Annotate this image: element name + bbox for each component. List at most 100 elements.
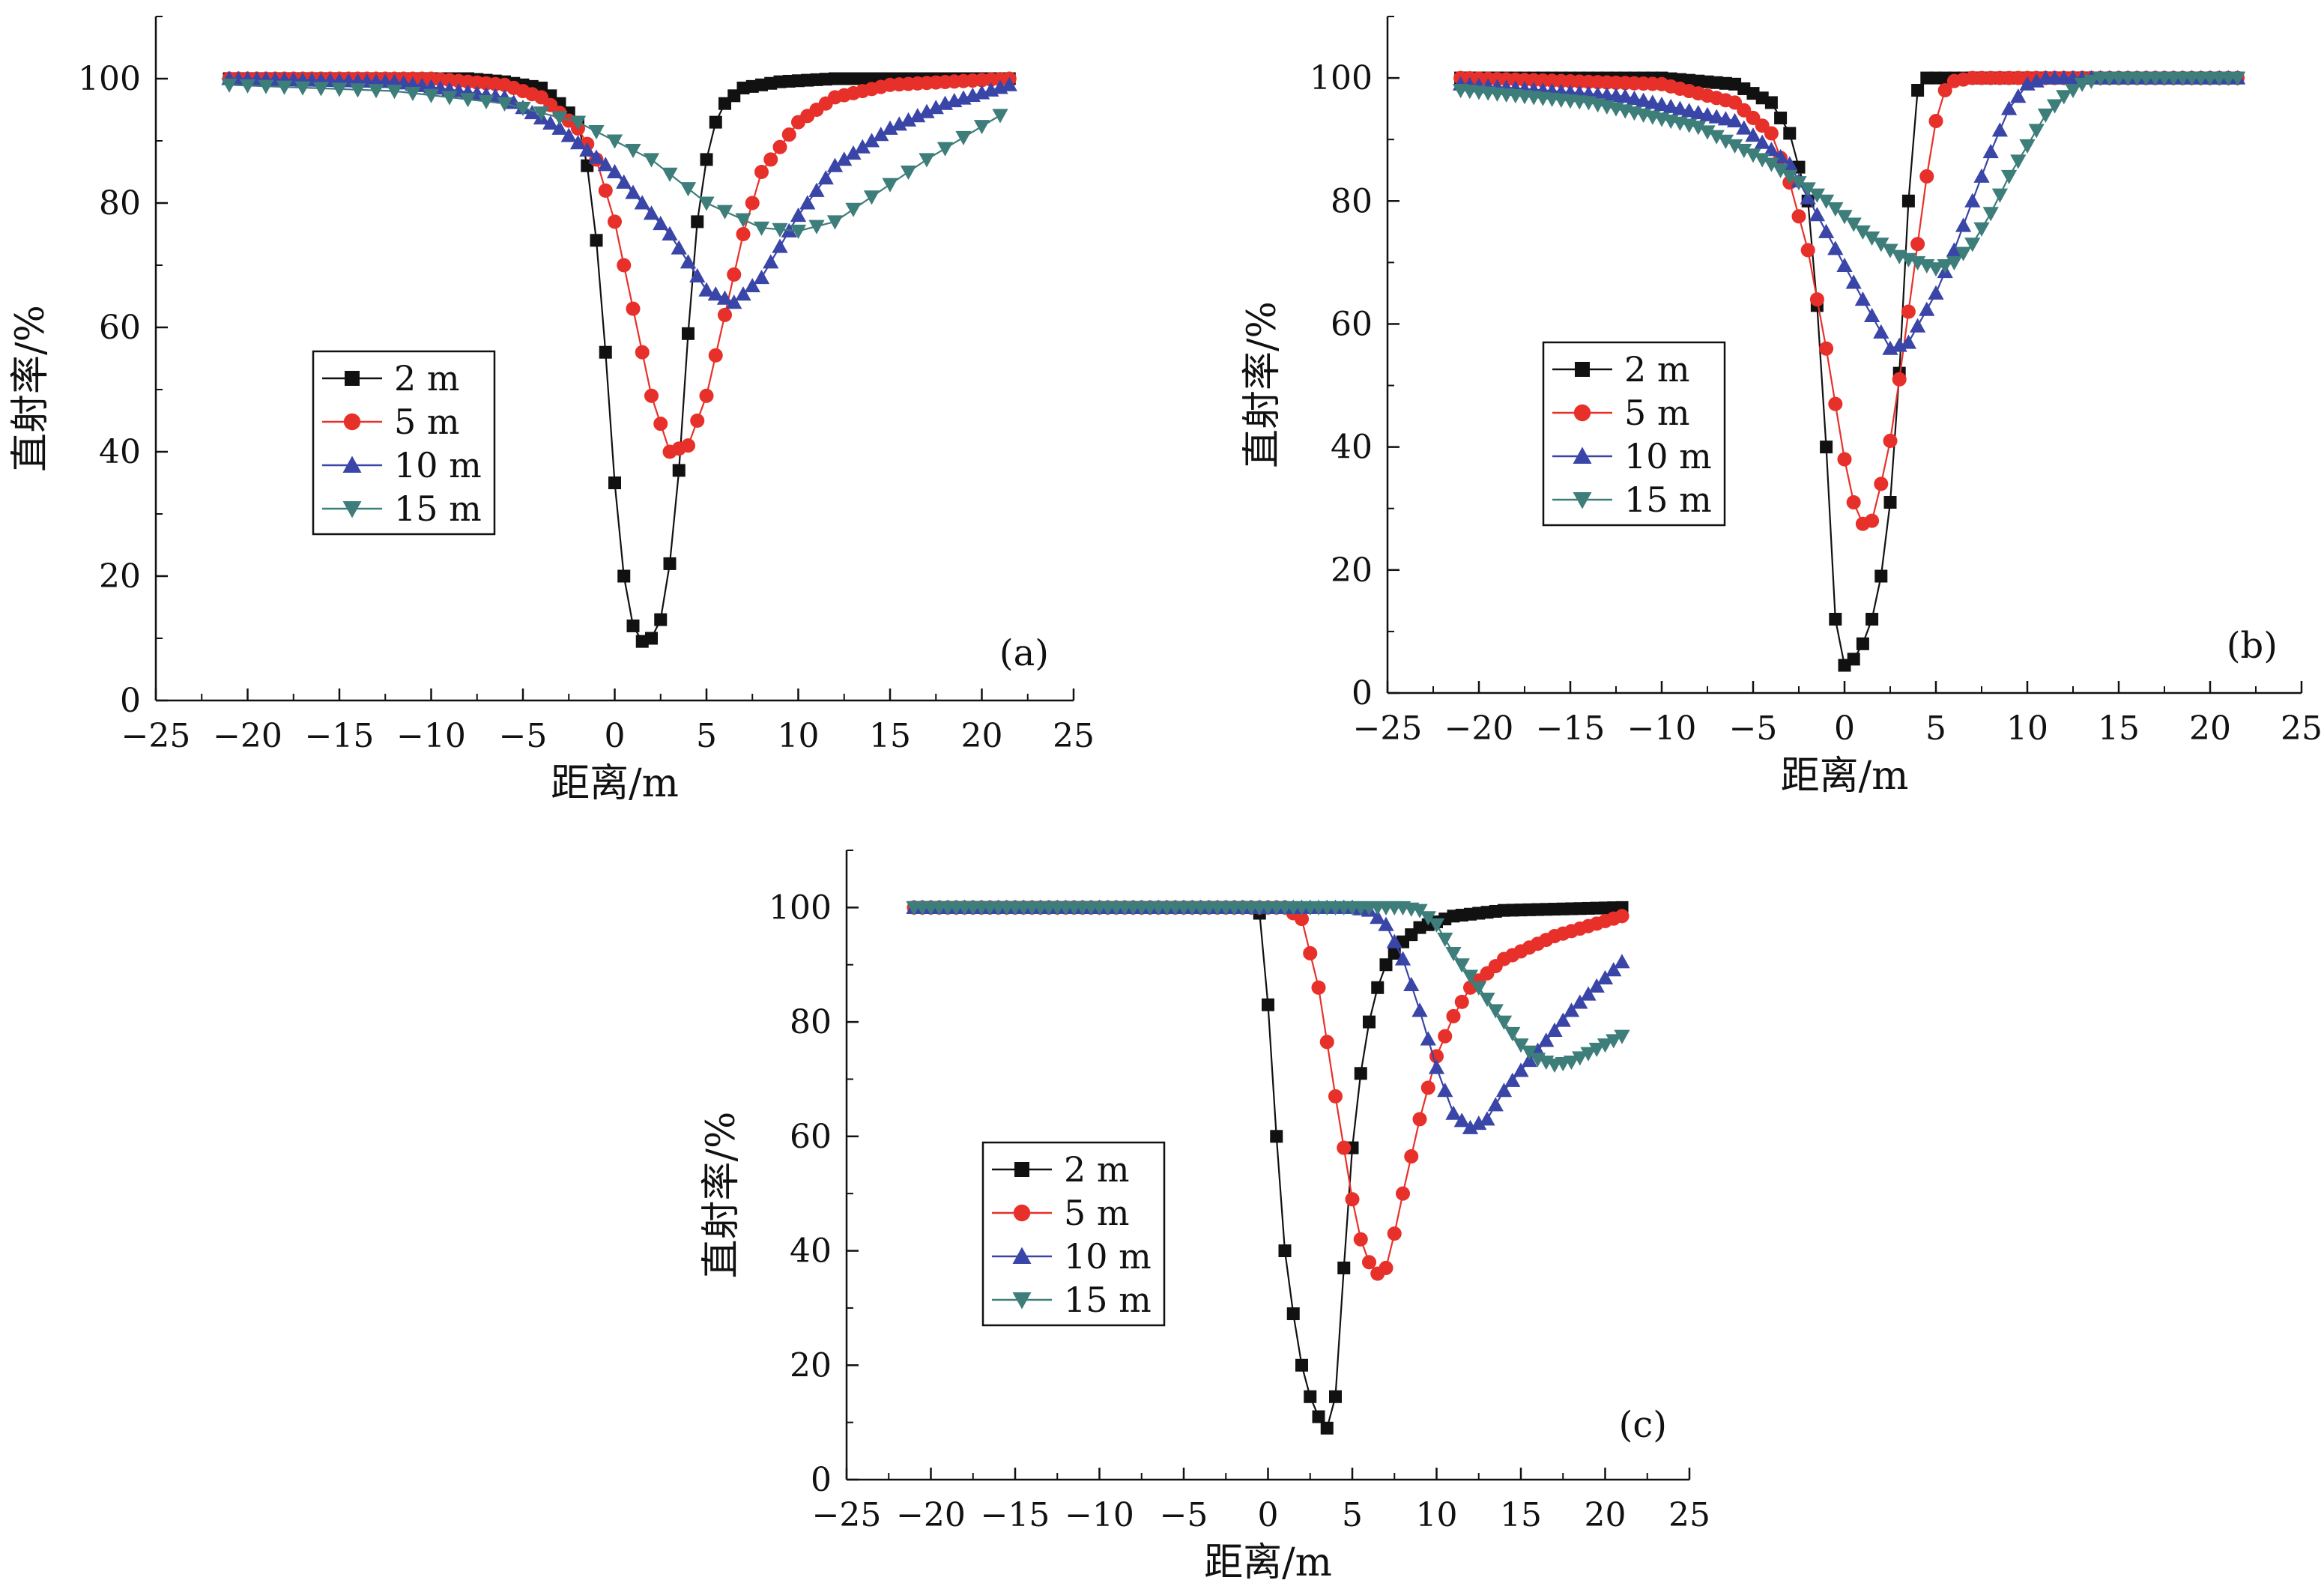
data-point	[707, 286, 724, 301]
data-point	[936, 142, 954, 157]
series-15m	[906, 901, 1630, 1073]
data-point	[1772, 163, 1789, 178]
data-point	[1580, 986, 1597, 1001]
x-axis-title: 距离/m	[1781, 754, 1909, 799]
data-point	[1337, 1140, 1352, 1155]
data-point	[1445, 946, 1462, 962]
data-point	[891, 116, 907, 131]
data-point	[1286, 1307, 1300, 1321]
data-point	[826, 157, 844, 172]
data-point	[955, 130, 972, 146]
x-tick-label: 0	[1834, 709, 1855, 748]
data-point	[1495, 1083, 1513, 1098]
data-point	[258, 79, 274, 94]
data-point	[1504, 1026, 1521, 1041]
data-point	[1363, 1015, 1376, 1029]
data-point	[817, 170, 834, 185]
data-point	[663, 557, 677, 570]
data-point	[790, 207, 807, 223]
data-point	[1910, 237, 1925, 252]
data-point	[1513, 1038, 1529, 1053]
data-point	[873, 127, 889, 142]
data-point	[808, 182, 825, 197]
data-point	[973, 120, 990, 135]
data-point	[1708, 130, 1725, 145]
data-point	[1764, 96, 1778, 109]
data-point	[1378, 916, 1394, 931]
data-point	[854, 139, 871, 154]
data-point	[524, 105, 540, 120]
data-point	[672, 464, 686, 477]
data-point	[772, 223, 788, 237]
data-point	[1754, 134, 1770, 149]
data-point	[643, 153, 660, 168]
data-point	[1827, 240, 1844, 255]
data-point	[2065, 84, 2081, 99]
data-point	[1937, 82, 1952, 98]
data-point	[1371, 981, 1385, 994]
axes: −25 −20 −15 −10 −5 0 5 10 15 20 25 0 20 40 60 80 100	[1310, 16, 2323, 748]
legend-entry: 10 m	[992, 1236, 1152, 1277]
y-tick-label: 40	[99, 433, 141, 471]
legend-label: 2 m	[1064, 1149, 1130, 1190]
data-point	[1379, 958, 1393, 972]
axes: −25 −20 −15 −10 −5 0 5 10 15 20 25 0 20 40 60 80 100	[78, 16, 1095, 755]
data-point	[1563, 1056, 1580, 1071]
data-point	[2229, 71, 2246, 86]
x-tick-label: −10	[1065, 1496, 1134, 1534]
series-15m	[1452, 71, 2246, 277]
y-axis-title: 直射率/%	[1240, 301, 1285, 468]
data-point	[1479, 1111, 1495, 1126]
data-point	[1973, 222, 1990, 237]
data-point	[882, 178, 898, 193]
data-point	[1278, 1244, 1292, 1258]
data-point	[1874, 569, 1888, 583]
data-point	[1403, 976, 1420, 991]
y-tick-label: 80	[1331, 182, 1373, 220]
x-tick-label: 20	[2189, 709, 2231, 748]
data-point	[1606, 1034, 1622, 1049]
data-point	[276, 80, 293, 95]
data-point	[1982, 143, 1999, 159]
y-tick-label: 40	[790, 1232, 832, 1271]
data-point	[1615, 909, 1629, 924]
data-point	[1964, 237, 1981, 252]
data-point	[1420, 1080, 1435, 1095]
data-point	[753, 221, 770, 236]
data-point	[533, 106, 550, 121]
data-point	[349, 83, 366, 98]
data-point	[617, 569, 631, 583]
x-tick-label: 25	[2281, 709, 2323, 748]
data-point	[1991, 188, 2009, 203]
x-tick-label: 10	[2006, 709, 2048, 748]
data-point	[551, 111, 568, 126]
data-point	[992, 109, 1008, 124]
data-point	[405, 86, 421, 101]
legend-marker	[342, 455, 362, 473]
data-point	[1901, 304, 1916, 319]
data-point	[654, 613, 668, 626]
data-point	[1973, 168, 1990, 183]
data-point	[754, 164, 769, 180]
data-point	[1438, 1029, 1453, 1044]
legend-marker	[1013, 1204, 1031, 1222]
data-point	[1800, 243, 1815, 258]
data-point	[716, 205, 733, 220]
data-point	[1471, 1116, 1487, 1131]
data-point	[606, 163, 623, 178]
data-point	[763, 254, 779, 269]
data-point	[781, 127, 796, 142]
data-point	[1303, 945, 1318, 960]
data-point	[1883, 496, 1897, 509]
data-point	[772, 238, 788, 253]
legend-marker	[343, 413, 361, 431]
data-point	[1354, 1067, 1367, 1080]
data-point	[645, 632, 658, 645]
panel-label: (b)	[2227, 625, 2278, 667]
data-point	[1345, 1192, 1360, 1207]
legend-entry: 15 m	[322, 488, 482, 529]
legend-marker	[1014, 1162, 1029, 1177]
data-point	[386, 85, 403, 100]
data-point	[542, 115, 559, 130]
data-point	[1845, 274, 1862, 289]
